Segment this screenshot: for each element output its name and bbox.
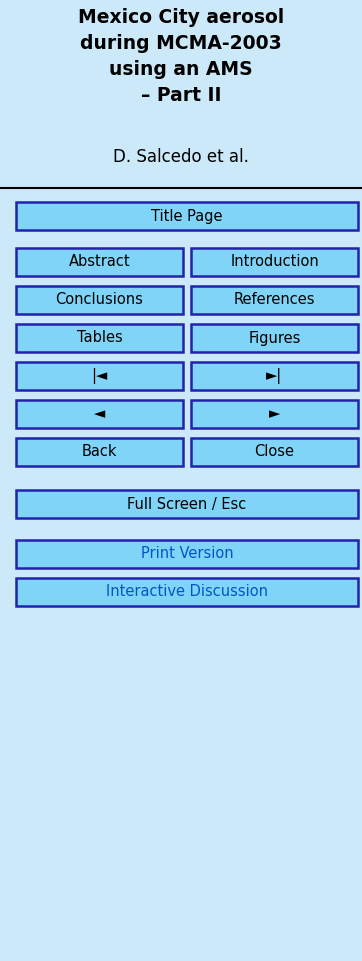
FancyBboxPatch shape bbox=[191, 400, 358, 428]
Text: Figures: Figures bbox=[248, 331, 301, 346]
Text: Close: Close bbox=[254, 445, 295, 459]
Text: ►: ► bbox=[269, 407, 280, 422]
Text: Full Screen / Esc: Full Screen / Esc bbox=[127, 497, 247, 511]
FancyBboxPatch shape bbox=[16, 324, 183, 352]
Text: References: References bbox=[234, 292, 315, 308]
Text: Abstract: Abstract bbox=[69, 255, 130, 269]
FancyBboxPatch shape bbox=[191, 286, 358, 314]
Text: Introduction: Introduction bbox=[230, 255, 319, 269]
Text: Print Version: Print Version bbox=[141, 547, 233, 561]
Text: Interactive Discussion: Interactive Discussion bbox=[106, 584, 268, 600]
FancyBboxPatch shape bbox=[191, 248, 358, 276]
FancyBboxPatch shape bbox=[16, 202, 358, 230]
Text: Conclusions: Conclusions bbox=[55, 292, 143, 308]
FancyBboxPatch shape bbox=[16, 490, 358, 518]
Text: using an AMS: using an AMS bbox=[109, 60, 253, 79]
FancyBboxPatch shape bbox=[16, 578, 358, 606]
Text: |◄: |◄ bbox=[91, 368, 108, 384]
Text: ►|: ►| bbox=[266, 368, 283, 384]
Text: Mexico City aerosol: Mexico City aerosol bbox=[78, 8, 284, 27]
Text: during MCMA-2003: during MCMA-2003 bbox=[80, 34, 282, 53]
Text: Title Page: Title Page bbox=[151, 209, 223, 224]
Text: ◄: ◄ bbox=[94, 407, 105, 422]
FancyBboxPatch shape bbox=[16, 438, 183, 466]
Text: – Part II: – Part II bbox=[141, 86, 221, 105]
FancyBboxPatch shape bbox=[16, 540, 358, 568]
Text: Tables: Tables bbox=[77, 331, 122, 346]
FancyBboxPatch shape bbox=[16, 248, 183, 276]
FancyBboxPatch shape bbox=[191, 362, 358, 390]
FancyBboxPatch shape bbox=[16, 362, 183, 390]
FancyBboxPatch shape bbox=[191, 324, 358, 352]
FancyBboxPatch shape bbox=[16, 400, 183, 428]
Text: Back: Back bbox=[82, 445, 117, 459]
FancyBboxPatch shape bbox=[16, 286, 183, 314]
Text: D. Salcedo et al.: D. Salcedo et al. bbox=[113, 148, 249, 166]
FancyBboxPatch shape bbox=[191, 438, 358, 466]
